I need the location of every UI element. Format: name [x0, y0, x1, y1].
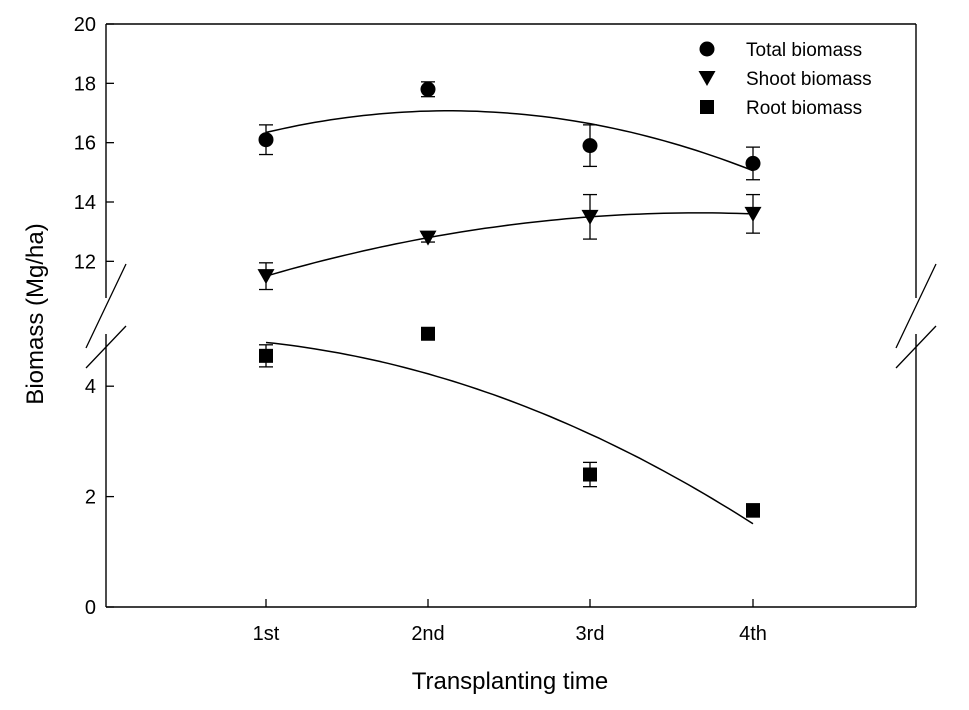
- break-mark-left-1: [85, 263, 127, 349]
- data-point: [746, 503, 760, 518]
- y-tick-label: 18: [74, 73, 96, 95]
- legend-marker: [699, 41, 715, 57]
- data-point: [583, 467, 597, 482]
- x-tick-label: 3rd: [576, 623, 605, 645]
- legend-label: Root biomass: [746, 98, 862, 119]
- y-tick-label: 2: [85, 487, 96, 509]
- fit-curve-2: [265, 341, 754, 525]
- y-axis-title: Biomass (Mg/ha): [22, 223, 49, 404]
- x-tick-label: 4th: [739, 623, 767, 645]
- data-point: [582, 138, 598, 154]
- fit-curve-1: [265, 212, 754, 277]
- legend-label: Shoot biomass: [746, 69, 872, 90]
- legend: Total biomass Shoot biomass Root biomass: [698, 40, 872, 119]
- data-point: [419, 230, 437, 246]
- break-mark-left-2: [85, 325, 127, 369]
- break-mark-right-1: [895, 263, 937, 349]
- data-point: [581, 209, 599, 225]
- y-tick-label: 14: [74, 192, 96, 214]
- fit-curves: [265, 110, 754, 525]
- data-point: [420, 81, 436, 97]
- y-tick-label: 16: [74, 133, 96, 155]
- y-tick-label: 12: [74, 251, 96, 273]
- x-tick-label: 2nd: [411, 623, 444, 645]
- y-tick-label: 0: [85, 597, 96, 619]
- axes-frame: [85, 23, 937, 608]
- break-mark-right-2: [895, 325, 937, 369]
- y-tick-label: 4: [85, 376, 96, 398]
- legend-marker: [698, 71, 716, 86]
- data-point: [259, 348, 273, 363]
- axis-ticks: 12 14 16 18 20 0 2 4 1st 2nd 3rd 4th: [74, 14, 767, 645]
- data-point: [258, 132, 274, 148]
- data-point: [744, 206, 762, 222]
- data-point: [257, 269, 275, 285]
- data-point: [745, 155, 761, 171]
- data-point: [421, 326, 435, 341]
- x-tick-label: 1st: [253, 623, 280, 645]
- fit-curve-0: [265, 110, 754, 172]
- legend-marker: [700, 100, 714, 114]
- data-points: [257, 81, 762, 518]
- x-axis-title: Transplanting time: [412, 668, 609, 695]
- y-tick-label: 20: [74, 14, 96, 36]
- legend-label: Total biomass: [746, 40, 862, 61]
